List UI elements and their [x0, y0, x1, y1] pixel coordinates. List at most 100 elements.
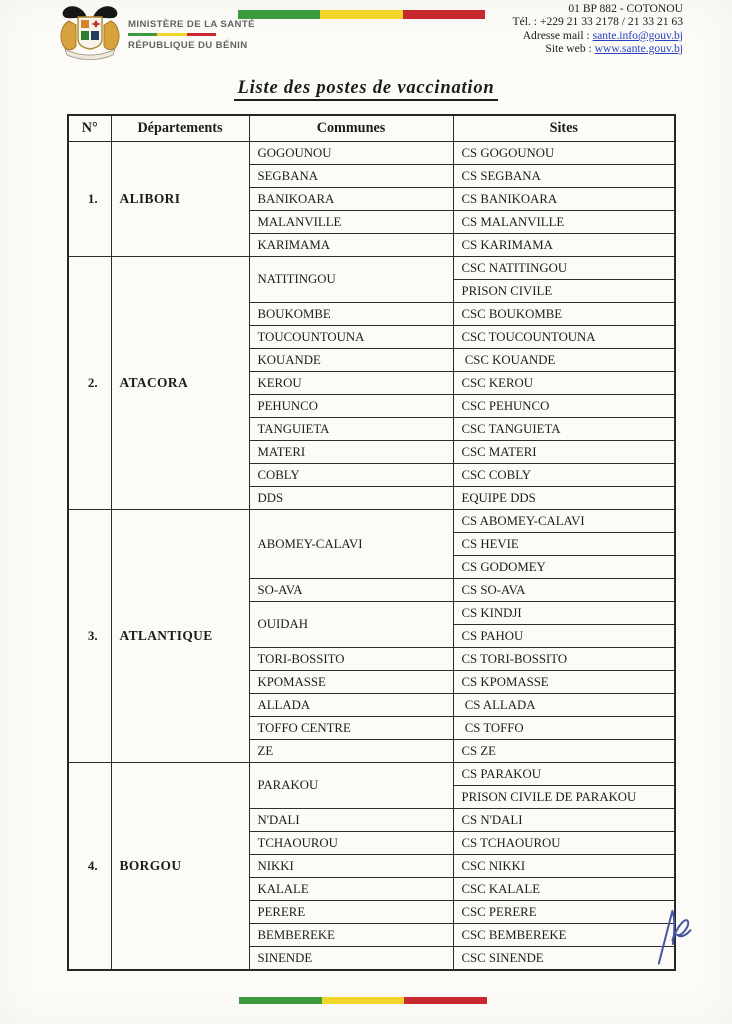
site-cell: CS HEVIE: [452, 532, 676, 556]
commune-cell: GOGOUNOU: [248, 141, 454, 165]
commune-cell: NIKKI: [248, 854, 454, 878]
site-cell: CS ZE: [452, 739, 676, 763]
site-cell: CSC KOUANDE: [452, 348, 676, 372]
commune-cell: COBLY: [248, 463, 454, 487]
table-row: BANIKOARA CS BANIKOARA: [68, 187, 676, 211]
table-row: DDS EQUIPE DDS: [68, 486, 676, 510]
commune-cell: TOFFO CENTRE: [248, 716, 454, 740]
site-cell: CS TCHAOUROU: [452, 831, 676, 855]
commune-cell: OUIDAH: [248, 601, 454, 648]
commune-cell: DDS: [248, 486, 454, 510]
commune-cell: PERERE: [248, 900, 454, 924]
site-cell: CS TOFFO: [452, 716, 676, 740]
table-row: CS GODOMEY: [68, 555, 676, 579]
commune-cell: MALANVILLE: [248, 210, 454, 234]
ministry-block: MINISTÈRE DE LA SANTÉ RÉPUBLIQUE DU BÉNI…: [128, 19, 255, 51]
commune-cell: SINENDE: [248, 946, 454, 971]
table-row: KEROU CSC KEROU: [68, 371, 676, 395]
commune-cell: TANGUIETA: [248, 417, 454, 441]
flag-red-segment: [186, 33, 216, 36]
flag-red-segment: [404, 997, 488, 1004]
flag-divider: [128, 33, 216, 36]
email-line: Adresse mail : sante.info@gouv.bj: [513, 29, 683, 42]
site-cell: CSC NATITINGOU: [452, 256, 676, 280]
flag-green-segment: [238, 10, 321, 19]
table-row: BOUKOMBE CSC BOUKOMBE: [68, 302, 676, 326]
table-row: SO-AVA CS SO-AVA: [68, 578, 676, 602]
address-line: 01 BP 882 - COTONOU: [568, 2, 683, 15]
commune-cell: ZE: [248, 739, 454, 763]
site-cell: CS KINDJI: [452, 601, 676, 625]
commune-cell: ABOMEY-CALAVI: [248, 509, 454, 579]
site-cell: CS GOGOUNOU: [452, 141, 676, 165]
table-row: PERERE CSC PERERE: [68, 900, 676, 924]
commune-cell: BOUKOMBE: [248, 302, 454, 326]
site-cell: CSC TOUCOUNTOUNA: [452, 325, 676, 349]
commune-cell: KALALE: [248, 877, 454, 901]
email-label: Adresse mail :: [522, 28, 593, 42]
department-cell: ATLANTIQUE: [110, 509, 250, 763]
table-row: 3. ATLANTIQUE ABOMEY-CALAVI CS ABOMEY-CALAV…: [67, 509, 676, 763]
website-link[interactable]: www.sante.gouv.bj: [594, 42, 683, 56]
bottom-flag-bar: [239, 997, 488, 1004]
site-cell: CS KARIMAMA: [452, 233, 676, 257]
site-cell: CS KPOMASSE: [452, 670, 676, 694]
row-number-cell: 1.: [67, 141, 112, 257]
website-line: Site web : www.sante.gouv.bj: [513, 42, 683, 55]
table-row: KALALE CSC KALALE: [68, 877, 676, 901]
table-row: N'DALI CS N'DALI: [68, 808, 676, 832]
republic-name: RÉPUBLIQUE DU BÉNIN: [128, 39, 248, 51]
site-cell: CS ALLADA: [452, 693, 676, 717]
table-row: PEHUNCO CSC PEHUNCO: [68, 394, 676, 418]
vaccination-table-body: 1. ALIBORI GOGOUNOU CS GOGOUNOU SEGBANA CS SE…: [67, 141, 676, 971]
table-row: 4. BORGOU PARAKOU CS PARAKOU: [67, 762, 676, 971]
table-row: 2. ATACORA NATITINGOU CSC NATITINGOU: [67, 256, 676, 510]
commune-cell: NATITINGOU: [248, 256, 454, 303]
table-row: 1. ALIBORI GOGOUNOU CS GOGOUNOU: [67, 141, 676, 257]
site-cell: CS SEGBANA: [452, 164, 676, 188]
flag-yellow-segment: [320, 10, 403, 19]
commune-cell: KOUANDE: [248, 348, 454, 372]
site-cell: CSC BEMBEREKE: [452, 923, 676, 947]
email-link[interactable]: sante.info@gouv.bj: [592, 28, 683, 42]
commune-cell: TCHAOUROU: [248, 831, 454, 855]
commune-cell: SO-AVA: [248, 578, 454, 602]
contact-block: 01 BP 882 - COTONOU Tél. : +229 21 33 21…: [513, 2, 683, 56]
flag-yellow-segment: [321, 997, 405, 1004]
commune-cell: BEMBEREKE: [248, 923, 454, 947]
site-cell: CS PARAKOU: [452, 762, 676, 786]
site-cell: CSC PERERE: [452, 900, 676, 924]
table-row: MATERI CSC MATERI: [68, 440, 676, 464]
table-row: KOUANDE CSC KOUANDE: [68, 348, 676, 372]
table-row: MALANVILLE CS MALANVILLE: [68, 210, 676, 234]
site-cell: CS MALANVILLE: [452, 210, 676, 234]
department-cell: BORGOU: [110, 762, 250, 971]
top-flag-bar: [238, 10, 485, 19]
row-number-cell: 2.: [67, 256, 112, 510]
site-cell: PRISON CIVILE DE PARAKOU: [452, 785, 676, 809]
benin-coat-of-arms-icon: [60, 6, 120, 60]
handwritten-initials: [657, 909, 692, 965]
row-number-cell: 4.: [67, 762, 112, 971]
site-cell: CS GODOMEY: [452, 555, 676, 579]
header-communes: Communes: [248, 114, 454, 142]
commune-cell: TOUCOUNTOUNA: [248, 325, 454, 349]
header-departements: Départements: [110, 114, 250, 142]
ministry-name: MINISTÈRE DE LA SANTÉ: [128, 19, 255, 30]
site-cell: CSC MATERI: [452, 440, 676, 464]
flag-yellow-segment: [157, 33, 187, 36]
site-cell: CSC COBLY: [452, 463, 676, 487]
site-cell: CSC KALALE: [452, 877, 676, 901]
website-label: Site web :: [545, 42, 595, 56]
commune-cell: N'DALI: [248, 808, 454, 832]
commune-cell: MATERI: [248, 440, 454, 464]
commune-cell: ALLADA: [248, 693, 454, 717]
table-row: BEMBEREKE CSC BEMBEREKE: [68, 923, 676, 947]
header-num: N°: [67, 114, 112, 142]
commune-cell: PEHUNCO: [248, 394, 454, 418]
site-cell: CSC PEHUNCO: [452, 394, 676, 418]
site-cell: CSC BOUKOMBE: [452, 302, 676, 326]
commune-cell: SEGBANA: [248, 164, 454, 188]
commune-cell: KEROU: [248, 371, 454, 395]
